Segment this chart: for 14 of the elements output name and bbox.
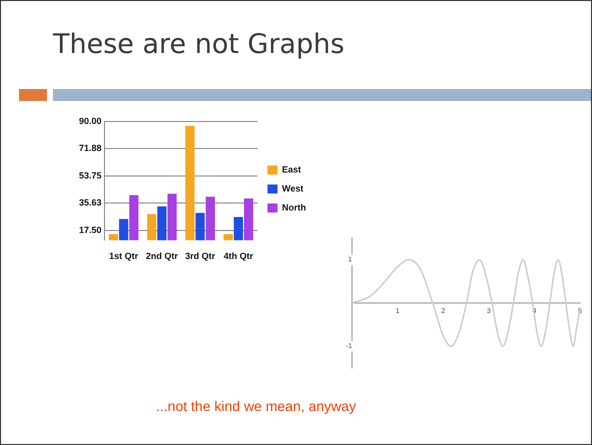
x-tick-label: 4th Qtr [224,251,254,262]
y-tick-label: 90.00 [78,116,102,126]
y-tick-label: 53.75 [78,170,102,180]
x-tick-label: 1st Qtr [109,251,139,262]
legend-label: East [282,164,302,174]
y-tick-label: 71.88 [78,143,102,154]
chart-title: These are not Graphs [53,29,344,60]
legend-label: West [282,183,304,194]
y-tick-label: 35.63 [78,198,102,208]
text: ...not the kind we mean, anyway [155,398,357,414]
y-tick-label: 17.50 [78,224,102,235]
legend-label: North [282,202,306,212]
x-tick-label: 2nd Qtr [146,251,178,262]
x-tick-label: 3rd Qtr [185,251,216,262]
